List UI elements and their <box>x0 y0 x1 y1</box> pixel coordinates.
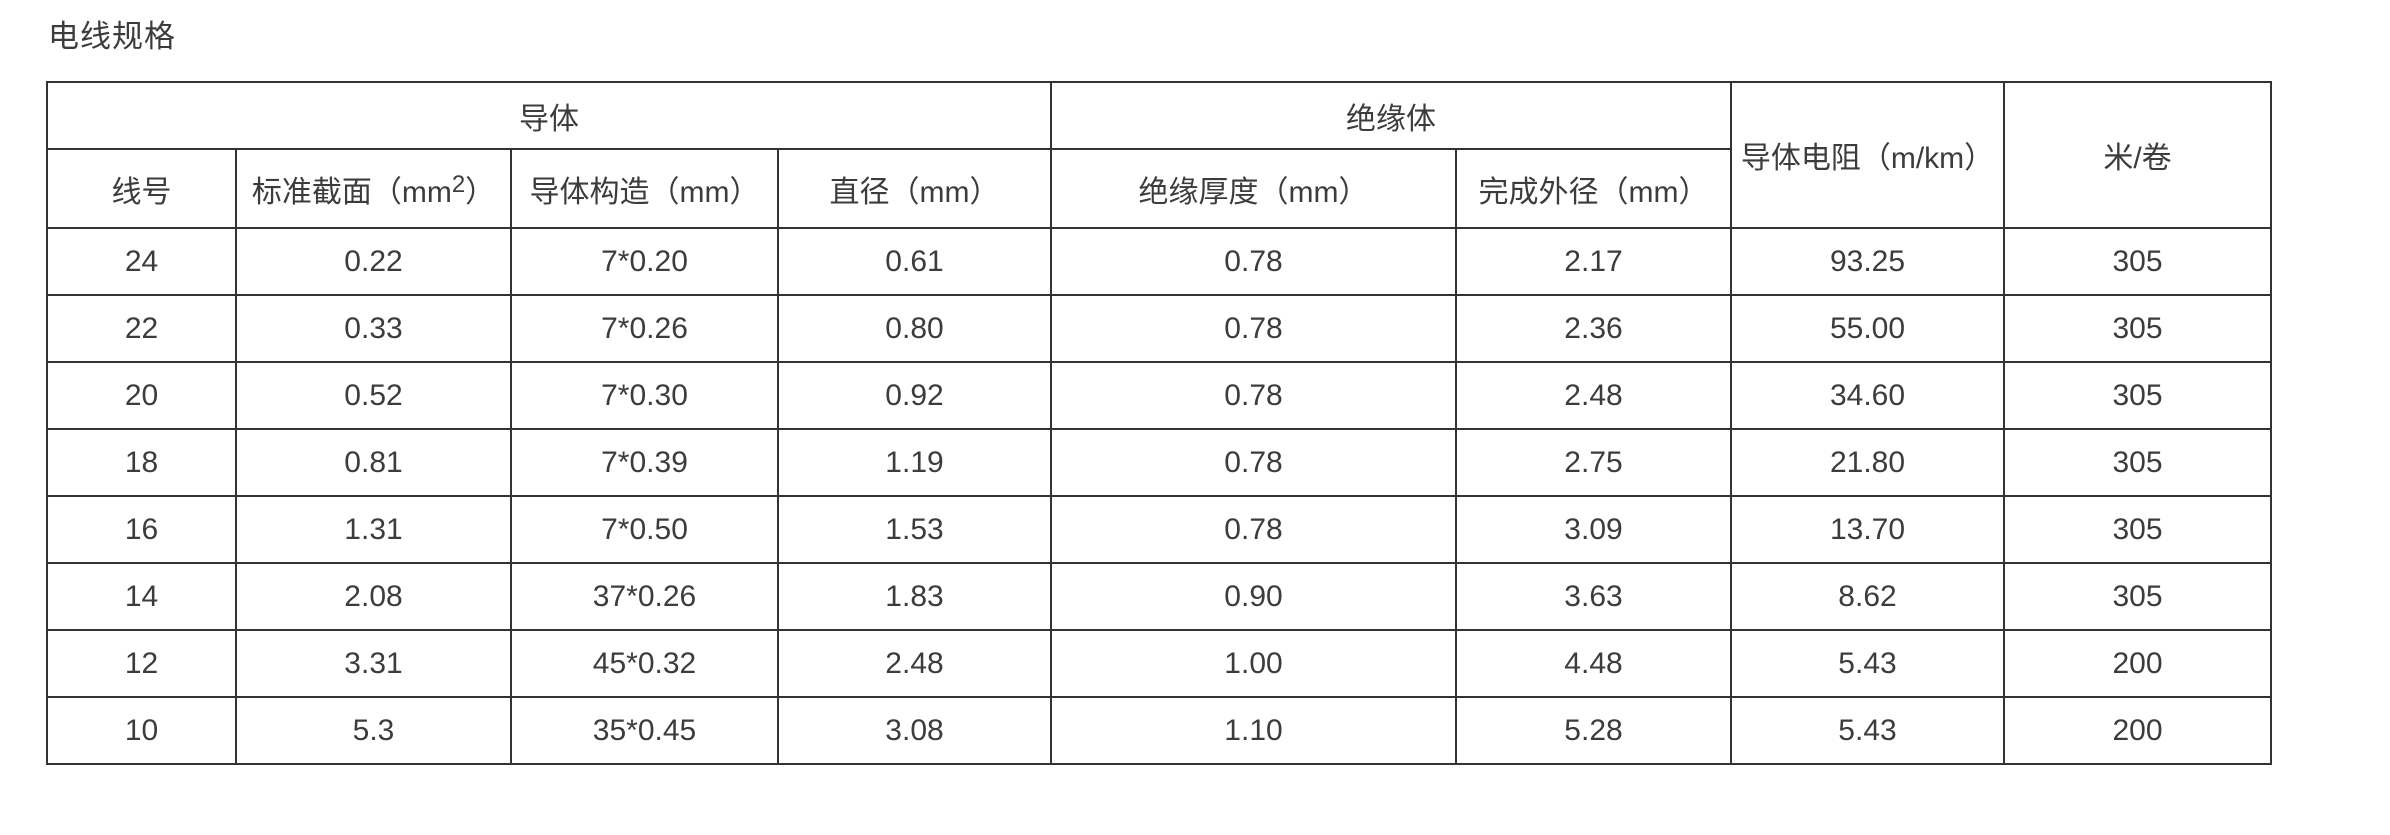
table-row: 18 0.81 7*0.39 1.19 0.78 2.75 21.80 305 <box>46 428 2272 497</box>
table-cell: 12 <box>46 629 237 698</box>
header-cross-section-superscript: 2 <box>451 170 466 198</box>
table-cell: 8.62 <box>1730 562 2005 631</box>
table-row: 16 1.31 7*0.50 1.53 0.78 3.09 13.70 305 <box>46 495 2272 564</box>
table-cell: 24 <box>46 227 237 296</box>
table-cell: 7*0.39 <box>510 428 779 497</box>
table-row: 24 0.22 7*0.20 0.61 0.78 2.17 93.25 305 <box>46 227 2272 296</box>
table-cell: 93.25 <box>1730 227 2005 296</box>
table-cell: 34.60 <box>1730 361 2005 430</box>
table-cell: 0.78 <box>1050 294 1457 363</box>
header-cross-section-pre: 标准截面（mm <box>251 175 452 209</box>
table-cell: 22 <box>46 294 237 363</box>
table-cell: 305 <box>2003 227 2272 296</box>
table-cell: 1.10 <box>1050 696 1457 765</box>
table-cell: 2.08 <box>235 562 512 631</box>
table-cell: 200 <box>2003 629 2272 698</box>
table-cell: 305 <box>2003 495 2272 564</box>
header-insulation-thickness: 绝缘厚度（mm） <box>1050 148 1457 229</box>
table-cell: 0.92 <box>777 361 1052 430</box>
table-cell: 5.28 <box>1455 696 1732 765</box>
table-cell: 0.90 <box>1050 562 1457 631</box>
table-cell: 0.80 <box>777 294 1052 363</box>
table-cell: 0.78 <box>1050 227 1457 296</box>
table-cell: 2.48 <box>1455 361 1732 430</box>
table-cell: 0.81 <box>235 428 512 497</box>
table-row: 20 0.52 7*0.30 0.92 0.78 2.48 34.60 305 <box>46 361 2272 430</box>
table-cell: 0.78 <box>1050 495 1457 564</box>
header-insulator-group: 绝缘体 <box>1050 81 1732 150</box>
table-cell: 16 <box>46 495 237 564</box>
table-cell: 305 <box>2003 361 2272 430</box>
header-row-columns: 线号 标准截面（mm2） 导体构造（mm） 直径（mm） 绝缘厚度（mm） 完成… <box>46 148 2271 229</box>
table-cell: 0.22 <box>235 227 512 296</box>
table-cell: 5.43 <box>1730 696 2005 765</box>
table-row: 22 0.33 7*0.26 0.80 0.78 2.36 55.00 305 <box>46 294 2272 363</box>
table-cell: 3.63 <box>1455 562 1732 631</box>
table-cell: 13.70 <box>1730 495 2005 564</box>
table-cell: 35*0.45 <box>510 696 779 765</box>
table-cell: 3.09 <box>1455 495 1732 564</box>
table-cell: 2.75 <box>1455 428 1732 497</box>
wire-spec-table: 导体 绝缘体 导体电阻（m/km） 米/卷 线号 标准截面（mm2） 导体构造（… <box>46 81 2272 765</box>
header-conductor-construction: 导体构造（mm） <box>510 148 779 229</box>
table-cell: 45*0.32 <box>510 629 779 698</box>
table-cell: 2.48 <box>777 629 1052 698</box>
table-cell: 7*0.20 <box>510 227 779 296</box>
header-meters-per-roll: 米/卷 <box>2003 81 2272 229</box>
table-cell: 0.52 <box>235 361 512 430</box>
table-cell: 20 <box>46 361 237 430</box>
table-cell: 7*0.26 <box>510 294 779 363</box>
table-cell: 3.08 <box>777 696 1052 765</box>
table-cell: 305 <box>2003 562 2272 631</box>
header-diameter: 直径（mm） <box>777 148 1052 229</box>
table-cell: 7*0.30 <box>510 361 779 430</box>
header-conductor-group: 导体 <box>46 81 1052 150</box>
table-cell: 2.36 <box>1455 294 1732 363</box>
table-cell: 1.19 <box>777 428 1052 497</box>
header-wire-gauge: 线号 <box>46 148 237 229</box>
table-row: 14 2.08 37*0.26 1.83 0.90 3.63 8.62 305 <box>46 562 2272 631</box>
table-cell: 0.78 <box>1050 428 1457 497</box>
table-cell: 3.31 <box>235 629 512 698</box>
header-conductor-resistance: 导体电阻（m/km） <box>1730 81 2005 229</box>
table-cell: 21.80 <box>1730 428 2005 497</box>
table-cell: 0.61 <box>777 227 1052 296</box>
table-cell: 305 <box>2003 294 2272 363</box>
header-cross-section: 标准截面（mm2） <box>235 148 512 229</box>
table-cell: 1.83 <box>777 562 1052 631</box>
table-cell: 7*0.50 <box>510 495 779 564</box>
table-cell: 4.48 <box>1455 629 1732 698</box>
table-cell: 55.00 <box>1730 294 2005 363</box>
header-cross-section-post: ） <box>465 175 496 209</box>
table-row: 10 5.3 35*0.45 3.08 1.10 5.28 5.43 200 <box>46 696 2272 765</box>
table-cell: 37*0.26 <box>510 562 779 631</box>
table-cell: 5.3 <box>235 696 512 765</box>
table-cell: 305 <box>2003 428 2272 497</box>
table-cell: 1.53 <box>777 495 1052 564</box>
page-title: 电线规格 <box>48 19 176 54</box>
table-cell: 18 <box>46 428 237 497</box>
header-finished-outer-diameter: 完成外径（mm） <box>1455 148 1732 229</box>
table-cell: 5.43 <box>1730 629 2005 698</box>
table-header: 导体 绝缘体 导体电阻（m/km） 米/卷 线号 标准截面（mm2） 导体构造（… <box>46 81 2272 229</box>
table-cell: 1.00 <box>1050 629 1457 698</box>
header-row-groups: 导体 绝缘体 导体电阻（m/km） 米/卷 <box>46 81 2272 229</box>
table-cell: 2.17 <box>1455 227 1732 296</box>
table-cell: 0.33 <box>235 294 512 363</box>
table-cell: 200 <box>2003 696 2272 765</box>
table-cell: 0.78 <box>1050 361 1457 430</box>
table-cell: 14 <box>46 562 237 631</box>
table-row: 12 3.31 45*0.32 2.48 1.00 4.48 5.43 200 <box>46 629 2272 698</box>
table-body: 24 0.22 7*0.20 0.61 0.78 2.17 93.25 305 22 0.33 7*… <box>46 227 2272 765</box>
table-cell: 10 <box>46 696 237 765</box>
table-cell: 1.31 <box>235 495 512 564</box>
